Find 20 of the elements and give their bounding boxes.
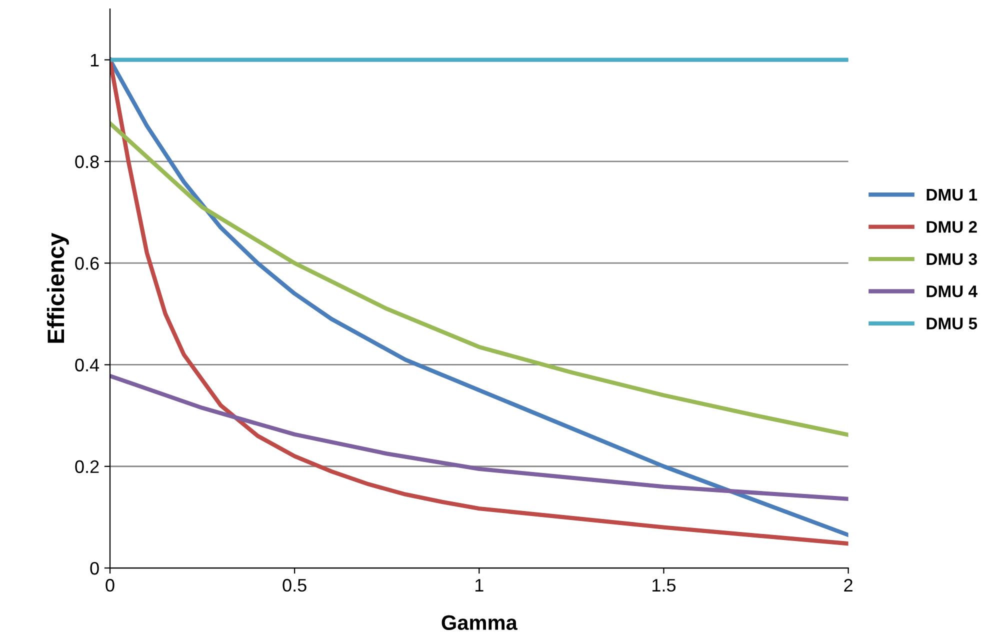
y-tick-label: 0.4 (75, 358, 100, 372)
legend-label: DMU 4 (926, 286, 978, 298)
y-tick-label: 0.6 (75, 257, 99, 270)
legend-label: DMU 3 (926, 253, 977, 266)
line-series (110, 121, 848, 437)
x-tick-label: 2 (844, 578, 852, 592)
legend-label: DMU 2 (926, 221, 977, 233)
y-tick-label: 1 (90, 54, 99, 66)
x-tick-label: 0 (106, 578, 114, 592)
x-tick-label: 0.5 (282, 578, 306, 592)
y-tick-label: 0.2 (75, 460, 99, 474)
legend-label: DMU 1 (926, 189, 978, 201)
y-tick-label: 0 (90, 562, 99, 575)
y-axis-title: Efficiency (46, 232, 69, 343)
x-axis-title: Gamma (442, 615, 518, 630)
line-series (110, 374, 848, 501)
x-tick-label: 1.5 (652, 579, 676, 592)
legend-label: DMU 5 (926, 318, 978, 330)
x-tick-label: 1 (476, 579, 484, 592)
y-tick-label: 0.8 (75, 155, 99, 168)
